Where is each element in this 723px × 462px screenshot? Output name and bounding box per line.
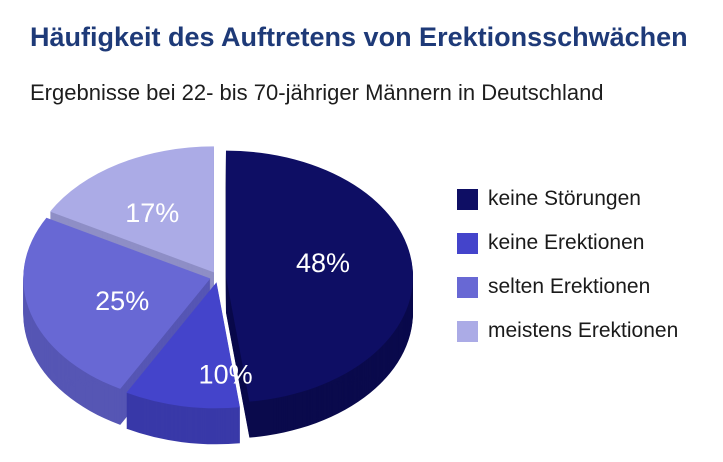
chart-title: Häufigkeit des Auftretens von Erektionss…	[30, 22, 688, 52]
slice-value-label: 48%	[296, 248, 350, 278]
slice-value-label: 10%	[199, 359, 253, 389]
legend-swatch-icon	[457, 320, 478, 342]
chart-subtitle: Ergebnisse bei 22- bis 70-jähriger Männe…	[30, 80, 604, 105]
legend-label: keine Erektionen	[488, 231, 645, 254]
slice-value-label: 25%	[95, 286, 149, 316]
legend: keine Störungen keine Erektionen selten …	[457, 186, 678, 362]
legend-item: keine Erektionen	[457, 230, 678, 256]
legend-item: meistens Erektionen	[457, 318, 678, 344]
legend-swatch-icon	[457, 188, 478, 210]
legend-swatch-icon	[457, 232, 478, 254]
pie-chart: 48% 10% 25% 17%	[0, 140, 450, 462]
legend-label: meistens Erektionen	[488, 319, 679, 342]
legend-item: selten Erektionen	[457, 274, 678, 300]
legend-item: keine Störungen	[457, 186, 678, 212]
legend-swatch-icon	[457, 276, 478, 298]
slice-value-label: 17%	[125, 198, 179, 228]
pie-chart-canvas: 48% 10% 25% 17%	[23, 146, 413, 445]
legend-label: selten Erektionen	[488, 275, 651, 298]
legend-label: keine Störungen	[488, 187, 641, 210]
